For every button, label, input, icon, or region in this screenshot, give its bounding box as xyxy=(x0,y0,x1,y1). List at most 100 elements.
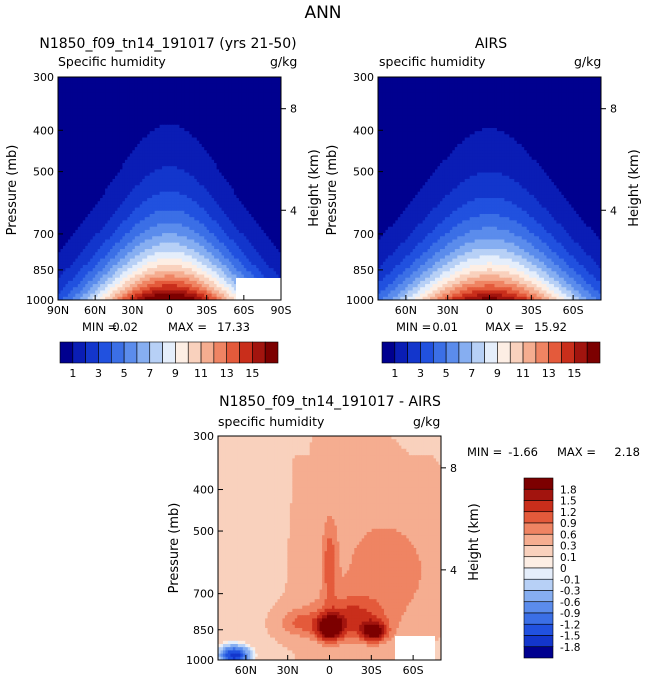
contour-cell xyxy=(147,112,151,116)
contour-cell xyxy=(95,80,99,84)
contour-cell xyxy=(209,233,213,237)
contour-cell xyxy=(167,172,171,177)
contour-cell xyxy=(209,153,213,158)
contour-cell xyxy=(251,118,255,123)
contour-cell xyxy=(87,153,91,158)
contour-cell xyxy=(204,156,208,161)
contour-cell xyxy=(117,201,121,206)
contour-cell xyxy=(241,102,245,107)
contour-cell xyxy=(184,239,188,244)
contour-cell xyxy=(253,191,257,196)
contour-cell xyxy=(278,217,281,221)
contour-cell xyxy=(211,150,215,155)
contour-cell xyxy=(144,105,148,110)
contour-cell xyxy=(60,147,64,151)
contour-cell xyxy=(105,242,109,247)
contour-cell xyxy=(82,127,86,132)
contour-cell xyxy=(271,166,275,170)
contour-cell xyxy=(211,220,215,225)
contour-cell xyxy=(174,131,178,135)
contour-cell xyxy=(164,188,168,193)
contour-cell xyxy=(127,175,131,180)
contour-cell xyxy=(169,198,173,202)
contour-cell xyxy=(241,143,245,148)
contour-cell xyxy=(110,163,114,167)
contour-cell xyxy=(228,115,233,120)
contour-cell xyxy=(196,108,200,113)
contour-cell xyxy=(144,163,148,167)
contour-cell xyxy=(258,220,262,225)
contour-cell xyxy=(85,178,89,183)
contour-cell xyxy=(171,217,176,221)
contour-cell xyxy=(132,207,136,212)
contour-cell xyxy=(211,178,215,183)
contour-cell xyxy=(209,115,213,120)
contour-cell xyxy=(176,137,181,142)
contour-cell xyxy=(224,140,228,145)
contour-cell xyxy=(60,77,64,81)
contour-cell xyxy=(273,80,277,84)
contour-cell xyxy=(102,86,106,91)
contour-cell xyxy=(251,83,255,88)
contour-cell xyxy=(72,245,76,250)
contour-cell xyxy=(75,239,79,244)
contour-cell xyxy=(241,112,245,116)
contour-cell xyxy=(171,236,176,241)
contour-cell xyxy=(189,213,193,218)
contour-cell xyxy=(258,242,262,247)
contour-cell xyxy=(70,210,74,215)
contour-cell xyxy=(157,80,161,84)
contour-cell xyxy=(124,115,128,120)
contour-cell xyxy=(114,99,119,104)
contour-cell xyxy=(95,102,99,107)
contour-cell xyxy=(90,159,94,164)
contour-cell xyxy=(214,96,218,100)
contour-cell xyxy=(171,182,176,186)
contour-cell xyxy=(209,77,213,81)
contour-cell xyxy=(253,159,257,164)
contour-cell xyxy=(139,245,143,250)
contour-cell xyxy=(124,166,128,170)
contour-cell xyxy=(134,217,138,221)
contour-cell xyxy=(144,127,148,132)
contour-cell xyxy=(206,112,210,116)
contour-cell xyxy=(266,80,270,84)
contour-cell xyxy=(216,102,220,107)
contour-cell xyxy=(181,105,185,110)
contour-cell xyxy=(114,143,119,148)
contour-cell xyxy=(196,169,200,174)
contour-cell xyxy=(117,134,121,139)
contour-cell xyxy=(60,249,64,253)
contour-cell xyxy=(72,121,76,126)
contour-cell xyxy=(258,115,262,120)
contour-cell xyxy=(77,169,81,174)
contour-cell xyxy=(268,201,272,206)
contour-cell xyxy=(97,102,101,107)
contour-cell xyxy=(241,77,245,81)
contour-cell xyxy=(90,77,94,81)
contour-cell xyxy=(65,229,69,234)
contour-cell xyxy=(159,118,163,123)
contour-cell xyxy=(65,96,69,100)
contour-cell xyxy=(236,150,240,155)
contour-cell xyxy=(179,242,183,247)
contour-cell xyxy=(169,185,173,190)
contour-cell xyxy=(271,172,275,177)
contour-cell xyxy=(114,175,119,180)
contour-cell xyxy=(199,191,203,196)
contour-cell xyxy=(186,172,190,177)
contour-cell xyxy=(204,99,208,104)
contour-cell xyxy=(112,163,116,167)
contour-cell xyxy=(241,239,245,244)
contour-cell xyxy=(72,99,76,104)
contour-cell xyxy=(102,242,106,247)
contour-cell xyxy=(276,239,280,244)
contour-cell xyxy=(87,169,91,174)
contour-cell xyxy=(159,201,163,206)
contour-cell xyxy=(124,147,128,151)
contour-cell xyxy=(87,80,91,84)
contour-cell xyxy=(124,210,128,215)
contour-cell xyxy=(236,102,240,107)
contour-cell xyxy=(176,96,181,100)
contour-cell xyxy=(268,147,272,151)
